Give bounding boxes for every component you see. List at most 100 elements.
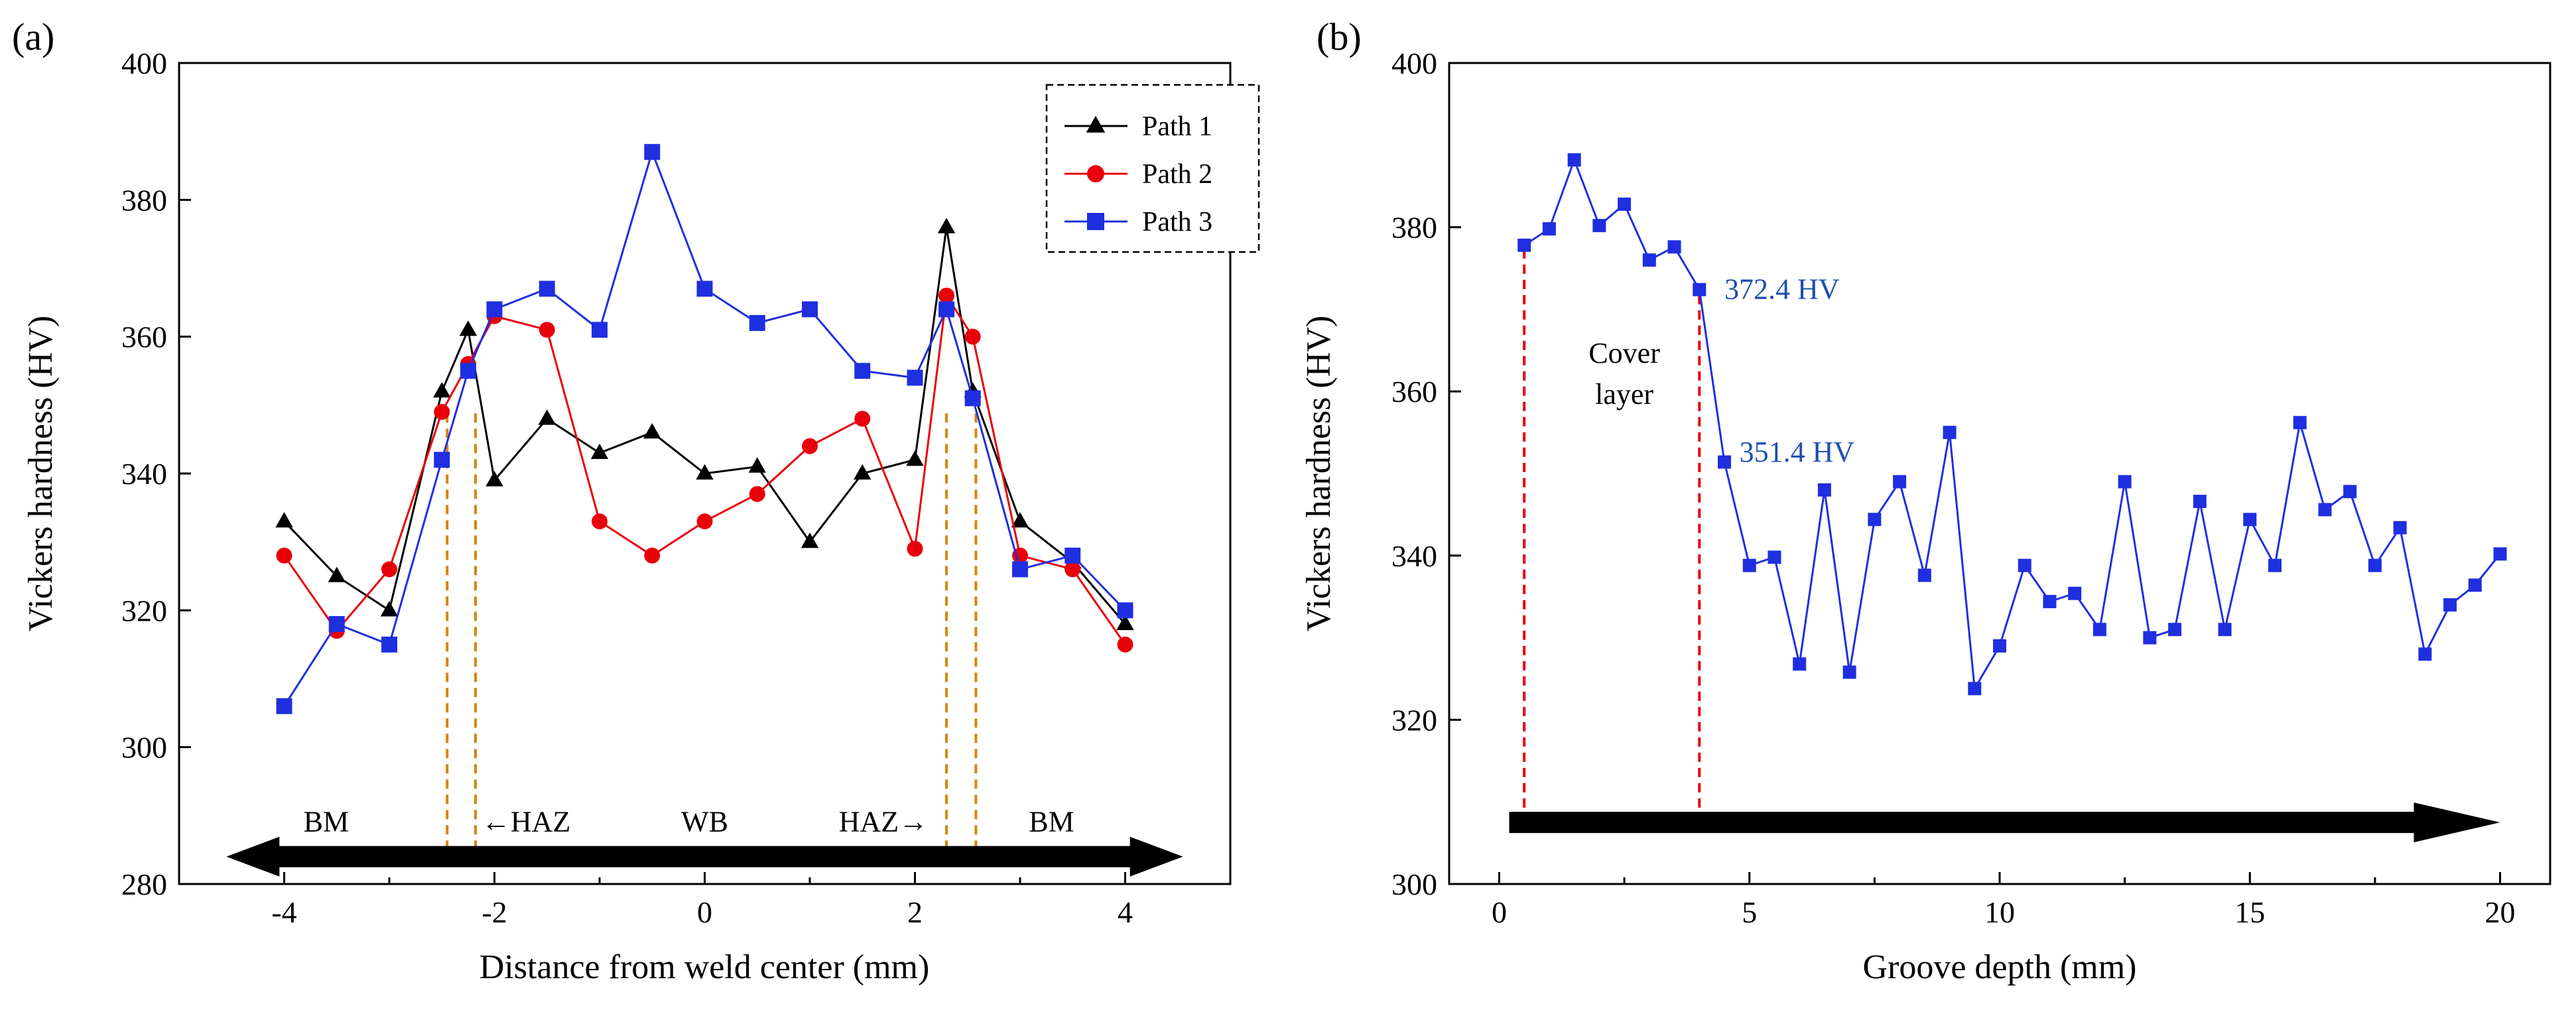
series-path-1 [275, 218, 1134, 631]
data-point [2318, 503, 2332, 517]
data-point [590, 443, 609, 460]
data-point [1793, 657, 1807, 671]
cover-layer-boundaries [1523, 245, 1701, 808]
data-point [964, 328, 981, 345]
zone-label: HAZ→ [839, 806, 928, 838]
data-point [434, 404, 450, 420]
legend-box [1045, 84, 1260, 253]
x-tick-label: 0 [1492, 895, 1507, 929]
data-point [1768, 550, 1781, 564]
data-point [592, 513, 608, 530]
data-point [2268, 558, 2282, 572]
hv-annotation: 372.4 HV [1724, 273, 1840, 306]
data-point [433, 382, 451, 398]
data-point [2418, 647, 2432, 661]
zone-label: BM [1029, 806, 1074, 838]
y-tick-label: 360 [1391, 375, 1437, 409]
data-point [381, 561, 397, 578]
y-tick-label: 320 [1391, 703, 1437, 737]
data-point [381, 636, 397, 653]
data-point [2393, 521, 2407, 535]
data-point [1011, 512, 1029, 528]
data-point [276, 698, 292, 714]
data-point [276, 547, 292, 564]
data-point [2368, 558, 2382, 572]
panel-a: (a) -4 -2 0 2 4 280 300 320 340 360 380 400 BM ←HAZ W… [12, 15, 1260, 986]
data-point [749, 485, 765, 502]
data-point [2343, 485, 2357, 499]
panel-a-axes: -4 -2 0 2 4 280 300 320 340 360 380 400 [121, 46, 1232, 929]
panel-b-axes: 0 5 10 15 20 300 320 340 360 380 400 [1391, 46, 2516, 929]
legend-marker [1087, 165, 1104, 182]
data-point [2143, 631, 2157, 645]
data-point [539, 322, 555, 338]
data-point [1817, 483, 1831, 497]
legend-label: Path 1 [1142, 111, 1212, 142]
data-point [802, 438, 818, 454]
legend: Path 1 Path 2 Path 3 [1045, 84, 1260, 253]
x-tick-label: 2 [907, 895, 923, 929]
data-point [2468, 578, 2482, 592]
data-point [696, 513, 713, 530]
data-point [2293, 416, 2307, 430]
y-tick-label: 300 [1391, 867, 1437, 901]
zone-arrow [226, 836, 1183, 877]
panel-b-frame [1448, 62, 2551, 885]
data-point [275, 512, 293, 528]
series-groove-hardness [1517, 153, 2507, 696]
data-point [2018, 558, 2031, 572]
haz-boundary-lines [446, 412, 978, 850]
series-line [283, 149, 1126, 707]
data-point [380, 601, 399, 617]
data-point [1693, 283, 1707, 296]
y-tick-label: 320 [121, 594, 167, 627]
panel-a-series [275, 144, 1134, 714]
zone-label: WB [681, 806, 728, 838]
data-point [802, 301, 818, 318]
data-point [2493, 547, 2507, 561]
data-point [854, 464, 871, 480]
data-point [906, 450, 924, 466]
arrow-shaft [1509, 812, 2421, 834]
data-point [1064, 547, 1081, 564]
y-tick-label: 380 [121, 183, 167, 217]
y-tick-label: 280 [121, 867, 167, 901]
legend-marker [1086, 115, 1106, 133]
x-tick-label: -2 [482, 895, 507, 929]
legend-marker [1087, 213, 1104, 230]
y-tick-label: 340 [121, 457, 167, 491]
data-point [964, 390, 981, 407]
data-point [2243, 513, 2257, 527]
series-path-3 [276, 144, 1133, 714]
data-point [1718, 455, 1731, 469]
hv-annotation: 351.4 HV [1740, 436, 1855, 468]
data-point [460, 363, 476, 379]
data-point [592, 322, 608, 338]
data-point [2118, 475, 2132, 489]
data-point [1517, 238, 1531, 252]
zone-label: ←HAZ [482, 806, 570, 838]
data-point [2043, 595, 2057, 609]
data-point [328, 566, 346, 582]
data-point [801, 533, 819, 548]
data-point [2068, 586, 2082, 600]
data-point [938, 301, 955, 318]
data-point [1592, 219, 1606, 233]
y-tick-label: 300 [121, 731, 167, 765]
y-tick-label: 380 [1391, 211, 1437, 245]
panel-a-xlabel: Distance from weld center (mm) [480, 948, 930, 986]
cover-layer-label: Cover [1588, 337, 1660, 369]
x-tick-label: 10 [1984, 895, 2015, 929]
legend-label: Path 2 [1142, 159, 1212, 190]
data-point [748, 457, 766, 473]
data-point [749, 315, 765, 332]
data-point [1893, 475, 1907, 489]
series-line [1523, 157, 2501, 692]
panel-a-ylabel: Vickers hardness (HV) [22, 316, 60, 631]
cover-layer-label: layer [1595, 378, 1653, 410]
x-tick-label: 0 [697, 895, 712, 929]
arrow-shaft [266, 846, 1143, 867]
panel-b-series [1517, 153, 2507, 696]
data-point [938, 287, 955, 304]
